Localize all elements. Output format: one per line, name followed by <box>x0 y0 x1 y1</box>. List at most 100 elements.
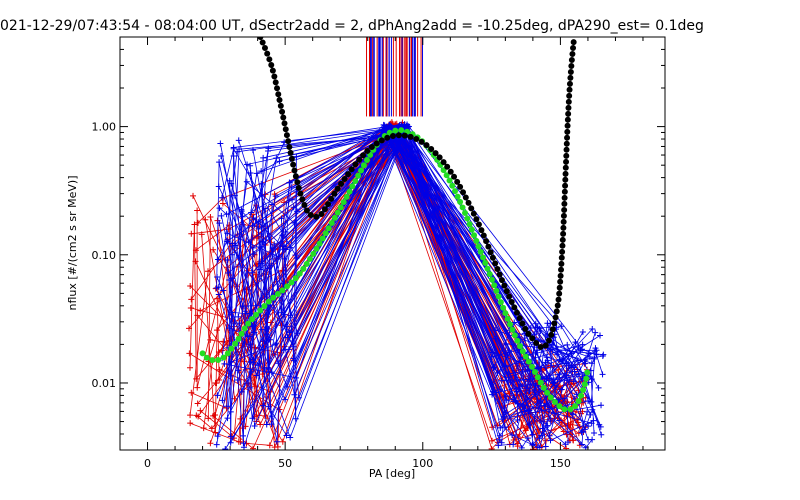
blue-marker <box>249 147 256 154</box>
red-marker <box>194 219 201 226</box>
blue-marker <box>536 444 543 450</box>
blue-marker <box>273 155 280 162</box>
blue-marker <box>287 434 294 441</box>
blue-marker <box>592 329 599 336</box>
blue-trace <box>220 134 575 442</box>
red-marker <box>187 304 194 311</box>
blue-marker <box>269 201 276 208</box>
blue-marker <box>219 397 226 404</box>
blue-marker <box>585 423 592 430</box>
red-marker <box>565 422 572 429</box>
blue-marker <box>579 328 586 335</box>
red-marker <box>219 200 226 207</box>
blue-marker <box>591 355 598 362</box>
blue-marker <box>292 415 299 422</box>
red-marker <box>257 421 264 428</box>
red-marker <box>188 230 195 237</box>
blue-trace <box>283 126 602 415</box>
red-marker <box>216 377 223 384</box>
red-marker <box>207 336 214 343</box>
blue-marker <box>565 439 572 446</box>
blue-marker <box>571 368 578 375</box>
red-marker <box>187 420 194 427</box>
blue-marker <box>502 340 509 347</box>
blue-trace <box>292 129 574 419</box>
blue-trace <box>290 126 555 361</box>
red-marker <box>207 440 214 447</box>
blue-marker <box>290 204 297 211</box>
blue-marker <box>599 353 606 360</box>
blue-marker <box>278 215 285 222</box>
blue-marker <box>265 366 272 373</box>
blue-marker <box>575 344 582 351</box>
red-marker <box>190 192 197 199</box>
blue-marker <box>578 429 585 436</box>
blue-marker <box>213 441 220 448</box>
red-marker <box>534 426 541 433</box>
blue-trace <box>227 124 529 385</box>
blue-marker <box>256 266 263 273</box>
blue-marker <box>255 218 262 225</box>
y-axis-label: nflux [#/(cm2 s sr MeV)] <box>66 176 79 311</box>
blue-marker <box>574 357 581 364</box>
blue-marker <box>264 148 271 155</box>
blue-marker <box>216 205 223 212</box>
blue-marker <box>526 388 533 395</box>
blue-marker <box>230 153 237 160</box>
blue-marker <box>489 391 496 398</box>
blue-marker <box>235 137 242 144</box>
blue-marker <box>565 362 572 369</box>
blue-marker <box>572 339 579 346</box>
blue-trace <box>252 133 589 427</box>
blue-marker <box>403 123 410 130</box>
red-marker <box>220 338 227 345</box>
plot-frame <box>119 36 666 451</box>
plot-area <box>186 37 607 450</box>
blue-marker <box>276 158 283 165</box>
blue-marker <box>534 347 541 354</box>
blue-marker <box>289 196 296 203</box>
blue-marker <box>216 159 223 166</box>
blue-marker <box>547 437 554 444</box>
blue-marker <box>595 384 602 391</box>
blue-marker <box>596 421 603 428</box>
blue-marker <box>262 223 269 230</box>
y-tick-label: 1.00 <box>92 121 117 134</box>
blue-marker <box>600 351 607 358</box>
blue-marker <box>256 360 263 367</box>
blue-marker <box>385 122 392 129</box>
blue-marker <box>498 377 505 384</box>
red-marker <box>279 438 286 445</box>
blue-marker <box>259 238 266 245</box>
x-tick-label: 150 <box>550 457 571 470</box>
blue-marker <box>587 411 594 418</box>
blue-marker <box>286 179 293 186</box>
red-marker <box>211 412 218 419</box>
red-marker <box>193 375 200 382</box>
blue-marker <box>495 442 502 449</box>
blue-marker <box>227 372 234 379</box>
blue-trace <box>262 131 595 434</box>
blue-marker <box>546 404 553 411</box>
blue-marker <box>215 291 222 298</box>
red-marker <box>205 268 212 275</box>
blue-marker <box>294 208 301 215</box>
red-marker <box>192 258 199 265</box>
red-marker <box>250 445 257 450</box>
blue-trace <box>222 129 560 449</box>
blue-marker <box>258 326 265 333</box>
blue-marker <box>497 424 504 431</box>
blue-marker <box>598 402 605 409</box>
blue-marker <box>541 403 548 410</box>
blue-marker <box>512 398 519 405</box>
blue-marker <box>239 303 246 310</box>
blue-marker <box>295 394 302 401</box>
blue-marker <box>589 325 596 332</box>
blue-trace <box>216 130 603 375</box>
blue-marker <box>283 432 290 439</box>
red-marker <box>193 412 200 419</box>
red-marker <box>251 383 258 390</box>
red-marker <box>191 221 198 228</box>
blue-marker <box>224 403 231 410</box>
